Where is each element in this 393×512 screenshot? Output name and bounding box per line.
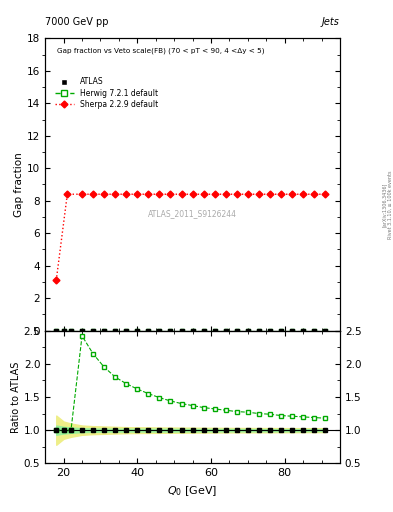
Text: [arXiv:1306.3436]: [arXiv:1306.3436] (382, 183, 387, 227)
Text: Gap fraction vs Veto scale(FB) (70 < pT < 90, 4 <Δy < 5): Gap fraction vs Veto scale(FB) (70 < pT … (57, 47, 264, 54)
Text: Jets: Jets (322, 16, 340, 27)
Legend: ATLAS, Herwig 7.2.1 default, Sherpa 2.2.9 default: ATLAS, Herwig 7.2.1 default, Sherpa 2.2.… (55, 77, 158, 109)
Text: ATLAS_2011_S9126244: ATLAS_2011_S9126244 (148, 209, 237, 218)
X-axis label: $Q_0$ [GeV]: $Q_0$ [GeV] (167, 484, 218, 498)
Y-axis label: Ratio to ATLAS: Ratio to ATLAS (11, 361, 21, 433)
Y-axis label: Gap fraction: Gap fraction (14, 152, 24, 217)
Text: 7000 GeV pp: 7000 GeV pp (45, 16, 109, 27)
Text: Rivet 3.1.10, ≥ 100k events: Rivet 3.1.10, ≥ 100k events (387, 170, 392, 239)
